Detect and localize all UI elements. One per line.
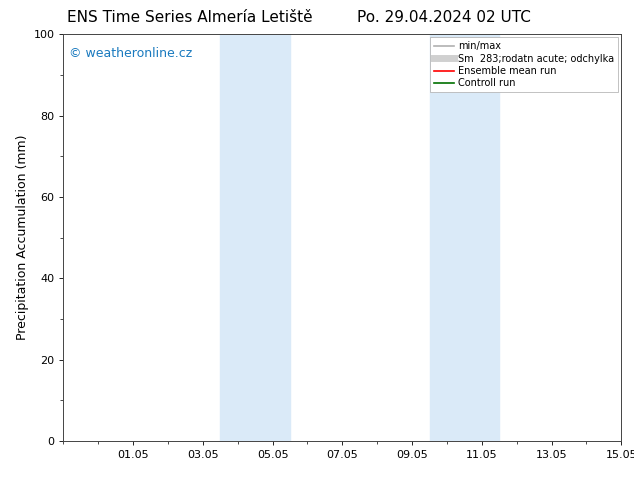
Text: Po. 29.04.2024 02 UTC: Po. 29.04.2024 02 UTC — [357, 10, 531, 25]
Text: © weatheronline.cz: © weatheronline.cz — [69, 47, 192, 59]
Bar — [221, 34, 290, 441]
Text: ENS Time Series Almería Letiště: ENS Time Series Almería Letiště — [67, 10, 313, 25]
Y-axis label: Precipitation Accumulation (mm): Precipitation Accumulation (mm) — [16, 135, 29, 341]
Legend: min/max, Sm  283;rodatn acute; odchylka, Ensemble mean run, Controll run: min/max, Sm 283;rodatn acute; odchylka, … — [430, 37, 618, 92]
Bar — [429, 34, 500, 441]
